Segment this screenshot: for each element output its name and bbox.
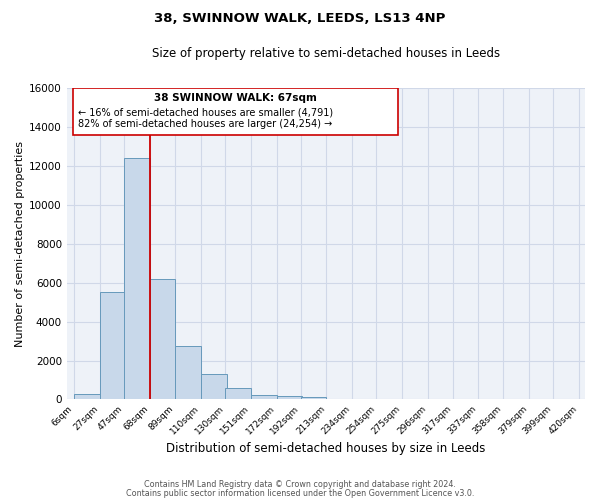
Bar xyxy=(201,374,227,400)
Bar xyxy=(124,158,149,400)
Text: Contains public sector information licensed under the Open Government Licence v3: Contains public sector information licen… xyxy=(126,488,474,498)
Bar xyxy=(301,397,326,400)
FancyBboxPatch shape xyxy=(73,88,398,135)
Bar xyxy=(100,292,125,400)
Y-axis label: Number of semi-detached properties: Number of semi-detached properties xyxy=(15,141,25,347)
Bar xyxy=(149,279,175,400)
Bar xyxy=(225,388,251,400)
Text: 82% of semi-detached houses are larger (24,254) →: 82% of semi-detached houses are larger (… xyxy=(78,120,332,130)
Text: 38, SWINNOW WALK, LEEDS, LS13 4NP: 38, SWINNOW WALK, LEEDS, LS13 4NP xyxy=(154,12,446,26)
Text: ← 16% of semi-detached houses are smaller (4,791): ← 16% of semi-detached houses are smalle… xyxy=(78,108,333,118)
Text: 38 SWINNOW WALK: 67sqm: 38 SWINNOW WALK: 67sqm xyxy=(154,94,317,104)
X-axis label: Distribution of semi-detached houses by size in Leeds: Distribution of semi-detached houses by … xyxy=(166,442,485,455)
Bar xyxy=(175,346,201,400)
Bar xyxy=(277,396,302,400)
Bar xyxy=(251,395,277,400)
Bar xyxy=(74,394,100,400)
Text: Contains HM Land Registry data © Crown copyright and database right 2024.: Contains HM Land Registry data © Crown c… xyxy=(144,480,456,489)
Title: Size of property relative to semi-detached houses in Leeds: Size of property relative to semi-detach… xyxy=(152,48,500,60)
